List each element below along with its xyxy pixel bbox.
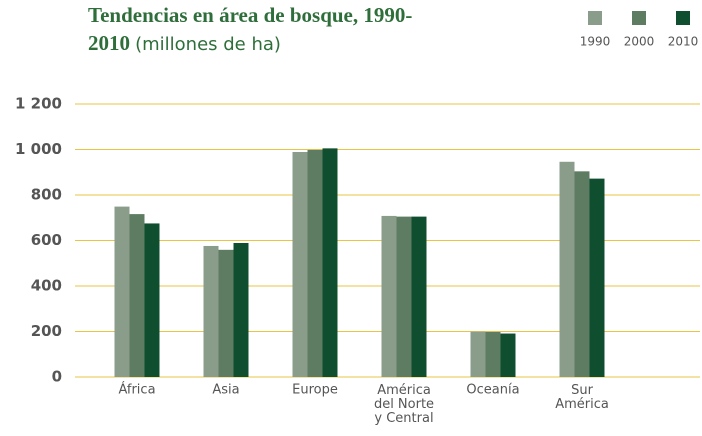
bar <box>485 331 501 377</box>
bar <box>322 148 338 377</box>
y-tick-label: 600 <box>31 231 62 249</box>
legend-swatch <box>632 11 646 25</box>
bar <box>129 214 145 377</box>
x-tick-label: Asia <box>212 383 239 398</box>
legend-label: 1990 <box>580 35 611 49</box>
y-tick-label: 200 <box>31 322 62 340</box>
y-tick-label: 1 000 <box>15 140 62 158</box>
y-tick-label: 0 <box>52 368 62 386</box>
bar <box>500 333 516 377</box>
x-tick-label: Oceanía <box>466 383 519 398</box>
bar <box>411 216 427 377</box>
legend-swatch <box>676 11 690 25</box>
bar <box>292 152 308 377</box>
bar <box>218 249 234 377</box>
bar <box>381 215 397 377</box>
bar <box>307 149 323 377</box>
bar <box>144 223 160 377</box>
bar <box>114 206 130 377</box>
bar <box>559 161 575 377</box>
legend-swatch <box>588 11 602 25</box>
y-tick-label: 800 <box>31 186 62 204</box>
y-tick-label: 400 <box>31 277 62 295</box>
title-block: Tendencias en área de bosque, 1990-2010 … <box>88 2 433 58</box>
y-tick-label: 1 200 <box>15 95 62 113</box>
x-tick-label: Sur América <box>555 383 609 412</box>
x-tick-label: América del Norte y Central <box>374 383 434 426</box>
legend-label: 2000 <box>624 35 655 49</box>
bar <box>574 171 590 377</box>
chart-title: Tendencias en área de bosque, 1990-2010 <box>88 3 413 55</box>
x-tick-label: África <box>118 382 155 398</box>
legend-label: 2010 <box>668 35 699 49</box>
bar <box>233 243 249 377</box>
x-tick-label: Europe <box>292 383 338 398</box>
bar <box>396 216 412 377</box>
bar <box>470 331 486 377</box>
bar <box>203 245 219 377</box>
bar <box>589 178 605 377</box>
chart-subtitle: (millones de ha) <box>135 34 281 55</box>
